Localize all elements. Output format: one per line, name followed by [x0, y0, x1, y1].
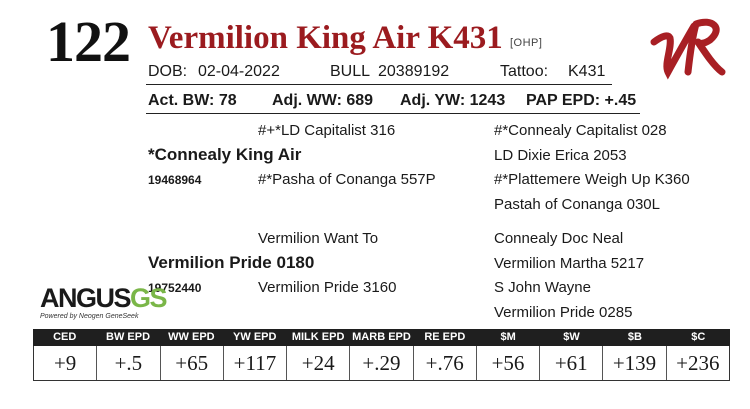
- powered-by-text: Powered by Neogen GeneSeek: [40, 313, 139, 320]
- divider: [146, 113, 640, 114]
- dam-dam-dam: Vermilion Pride 0285: [494, 304, 633, 321]
- epd-header-milk: MILK EPD: [291, 331, 345, 343]
- epd-value-bw: +.5: [96, 346, 159, 380]
- sire-registration: 19468964: [148, 173, 202, 187]
- epd-header-ced: CED: [53, 331, 77, 343]
- dam-sire-dam: Vermilion Martha 5217: [494, 255, 645, 272]
- sire-sire-sire: #*Connealy Capitalist 028: [494, 122, 667, 139]
- adjusted-weaning-weight: Adj. WW: 689: [272, 92, 374, 109]
- epd-header-row: CED BW EPD WW EPD YW EPD MILK EPD MARB E…: [33, 329, 730, 346]
- epd-header-bw: BW EPD: [106, 331, 151, 343]
- epd-value-c: +236: [665, 346, 729, 380]
- epd-header-w: $W: [563, 331, 580, 343]
- dam-sire-sire: Connealy Doc Neal: [494, 230, 624, 247]
- epd-table: CED BW EPD WW EPD YW EPD MILK EPD MARB E…: [33, 329, 730, 381]
- dam-dam: Vermilion Pride 3160: [258, 279, 397, 296]
- epd-header-b: $B: [627, 331, 642, 343]
- epd-header-yw: YW EPD: [233, 331, 277, 343]
- epd-header-ww: WW EPD: [168, 331, 215, 343]
- epd-value-ced: +9: [53, 351, 77, 375]
- epd-value-marb: +.29: [349, 346, 412, 380]
- epd-header-re: RE EPD: [424, 331, 466, 343]
- epd-value-w: +61: [539, 346, 602, 380]
- epd-value-m: +56: [475, 346, 539, 380]
- sire-sire-dam: LD Dixie Erica 2053: [494, 147, 627, 164]
- sire-dam-dam: Pastah of Conanga 030L: [494, 196, 660, 213]
- pap-epd: PAP EPD: +.45: [526, 92, 637, 109]
- vr-logo: VR: [650, 18, 726, 80]
- epd-value-milk: +24: [286, 346, 349, 380]
- bull-label: BULL: [330, 63, 371, 80]
- lot-number: 122: [46, 9, 131, 74]
- tattoo-value: K431: [568, 63, 606, 80]
- registration-number: 20389192: [378, 63, 450, 80]
- actual-birth-weight: Act. BW: 78: [148, 92, 237, 109]
- dob-label: DOB:: [148, 63, 188, 80]
- tag-label: [OHP]: [510, 37, 543, 49]
- dam-dam-sire: S John Wayne: [494, 279, 591, 296]
- sire-dam: #*Pasha of Conanga 557P: [258, 171, 436, 188]
- epd-value-row: +9 +.5 +65 +117 +24 +.29 +.76 +56 +61 +1…: [33, 346, 730, 381]
- sire-name: *Connealy King Air: [148, 145, 302, 164]
- epd-header-c: $C: [691, 331, 706, 343]
- epd-header-m: $M: [500, 331, 516, 343]
- dob-value: 02-04-2022: [198, 63, 280, 80]
- epd-value-re: +.76: [412, 346, 476, 380]
- dam-registration: 19752440: [148, 281, 202, 295]
- epd-value-yw: +117: [222, 346, 286, 380]
- animal-name: Vermilion King Air K431: [148, 20, 503, 56]
- sire-sire: #+*LD Capitalist 316: [258, 122, 396, 139]
- epd-value-ww: +65: [159, 346, 223, 380]
- tattoo-label: Tattoo:: [500, 63, 549, 80]
- epd-header-marb: MARB EPD: [352, 331, 411, 343]
- epd-value-b: +139: [602, 346, 665, 380]
- divider: [146, 84, 612, 85]
- angus-gs-logo: ANGUSGS: [40, 283, 168, 313]
- dam-name: Vermilion Pride 0180: [148, 253, 315, 272]
- adjusted-yearling-weight: Adj. YW: 1243: [400, 92, 506, 109]
- dam-sire: Vermilion Want To: [258, 230, 379, 247]
- sire-dam-sire: #*Plattemere Weigh Up K360: [494, 171, 690, 188]
